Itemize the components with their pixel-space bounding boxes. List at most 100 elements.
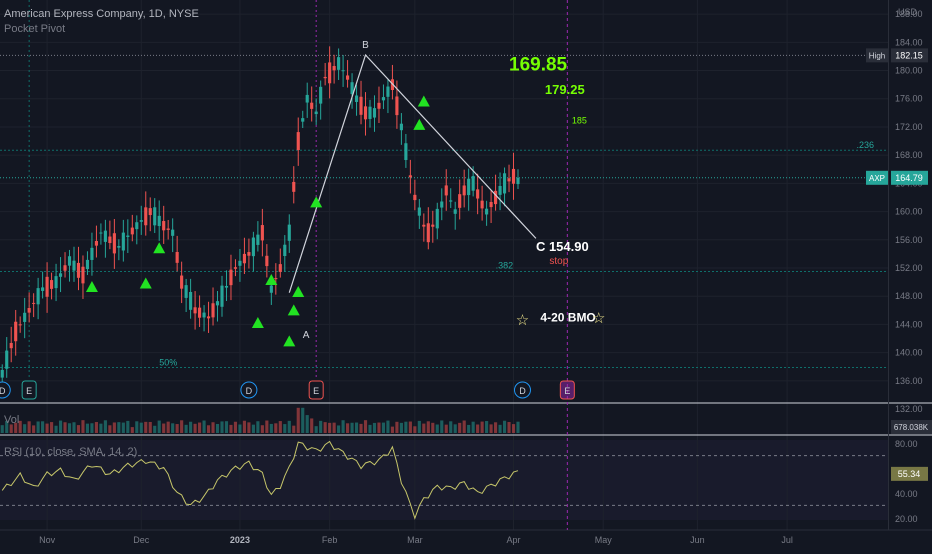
volume-bar — [323, 422, 327, 433]
volume-bar — [390, 426, 394, 433]
volume-bar — [296, 407, 300, 433]
candle-body — [278, 264, 282, 272]
volume-bar — [319, 420, 323, 433]
volume-bar — [494, 422, 498, 433]
candle-body — [269, 285, 273, 293]
volume-bar — [404, 421, 408, 433]
candle-body — [36, 288, 40, 305]
point-a-label: A — [303, 330, 310, 341]
candle-body — [404, 143, 408, 161]
event-label-0: D — [0, 386, 6, 396]
dividend-marker-0 — [0, 381, 11, 399]
candle-body — [381, 97, 386, 101]
bmo-label: 4-20 BMO — [540, 311, 595, 325]
candle-body — [108, 236, 112, 244]
volume-bar — [242, 420, 246, 433]
candle-body — [467, 178, 471, 196]
candle-body — [444, 185, 448, 196]
candle-body — [233, 267, 238, 269]
time-tick-apr: Apr — [507, 535, 521, 545]
symbol-title: American Express Company, 1D, NYSE — [4, 8, 199, 20]
symbol-label: AXP — [869, 174, 885, 183]
candle-body — [435, 208, 439, 229]
volume-bar — [292, 425, 296, 433]
pocket-pivot-triangle-6 — [287, 304, 300, 316]
candle-body — [332, 66, 336, 71]
volume-bar — [381, 422, 386, 433]
candle-body — [162, 221, 166, 231]
candle-body — [372, 108, 377, 118]
earnings-marker-3 — [308, 380, 324, 400]
volume-bar — [198, 422, 202, 433]
pocket-pivot-triangle-8 — [310, 196, 323, 208]
candle-body — [354, 95, 359, 102]
point-b-label: B — [362, 40, 369, 51]
fib-label-236: .236 — [856, 140, 874, 150]
volume-bar — [81, 420, 85, 433]
stop-label: stop — [549, 256, 568, 267]
volume-bar — [337, 425, 341, 433]
volume-bar — [45, 423, 49, 433]
candle-body — [193, 307, 197, 314]
volume-bar — [287, 420, 291, 433]
volume-bar — [76, 425, 81, 433]
candle-body — [480, 200, 484, 209]
candle-body — [67, 256, 72, 266]
candle-body — [337, 57, 341, 70]
rsi-label: RSI (10, close, SMA, 14, 2) — [4, 446, 137, 458]
candle-body — [148, 208, 152, 216]
volume-bar — [224, 421, 229, 433]
candle-body — [198, 307, 202, 318]
rsi-tick-2: 20.00 — [895, 514, 918, 524]
volume-bar — [189, 421, 193, 433]
volume-bar — [489, 424, 493, 433]
price-tick: 176.00 — [895, 94, 923, 104]
volume-bar — [511, 424, 516, 433]
candle-body — [305, 94, 309, 103]
candle-body — [413, 194, 417, 201]
star-icon-right: ☆ — [592, 310, 605, 327]
candle-body — [507, 178, 511, 182]
candle-body — [408, 175, 412, 178]
price-tick: 160.00 — [895, 207, 923, 217]
candle-body — [180, 275, 184, 289]
volume-bar — [157, 420, 161, 433]
candle-body — [220, 285, 224, 307]
volume-bar — [166, 421, 170, 433]
candle-body — [94, 240, 98, 246]
volume-bar — [256, 421, 260, 433]
price-tick: 180.00 — [895, 66, 923, 76]
candle-body — [41, 287, 45, 291]
volume-bar — [471, 421, 475, 433]
volume-bar — [220, 421, 224, 433]
event-label-1: E — [26, 386, 32, 396]
volume-bar — [408, 421, 412, 433]
volume-bar — [516, 421, 520, 433]
candle-body — [130, 227, 134, 235]
candle-body — [247, 252, 251, 256]
volume-bar — [399, 422, 403, 433]
indicator-name: Pocket Pivot — [4, 23, 66, 35]
candle-body — [90, 247, 94, 260]
candle-body — [301, 118, 305, 122]
volume-bar — [58, 420, 63, 433]
volume-bar — [103, 420, 107, 433]
earnings-marker-1 — [21, 380, 37, 400]
candle-body — [229, 269, 233, 286]
volume-bar — [184, 424, 188, 433]
candle-body — [32, 302, 36, 304]
volume-value-badge — [891, 420, 932, 434]
volume-bar — [354, 422, 359, 433]
fib-label-50: 50% — [159, 357, 177, 367]
volume-bar — [310, 418, 314, 433]
volume-bar — [41, 421, 45, 433]
candle-body — [489, 201, 493, 208]
candle-body — [296, 132, 300, 151]
candle-body — [310, 102, 314, 109]
volume-bar — [171, 423, 175, 433]
volume-bar — [480, 421, 484, 433]
volume-bar — [372, 422, 377, 433]
